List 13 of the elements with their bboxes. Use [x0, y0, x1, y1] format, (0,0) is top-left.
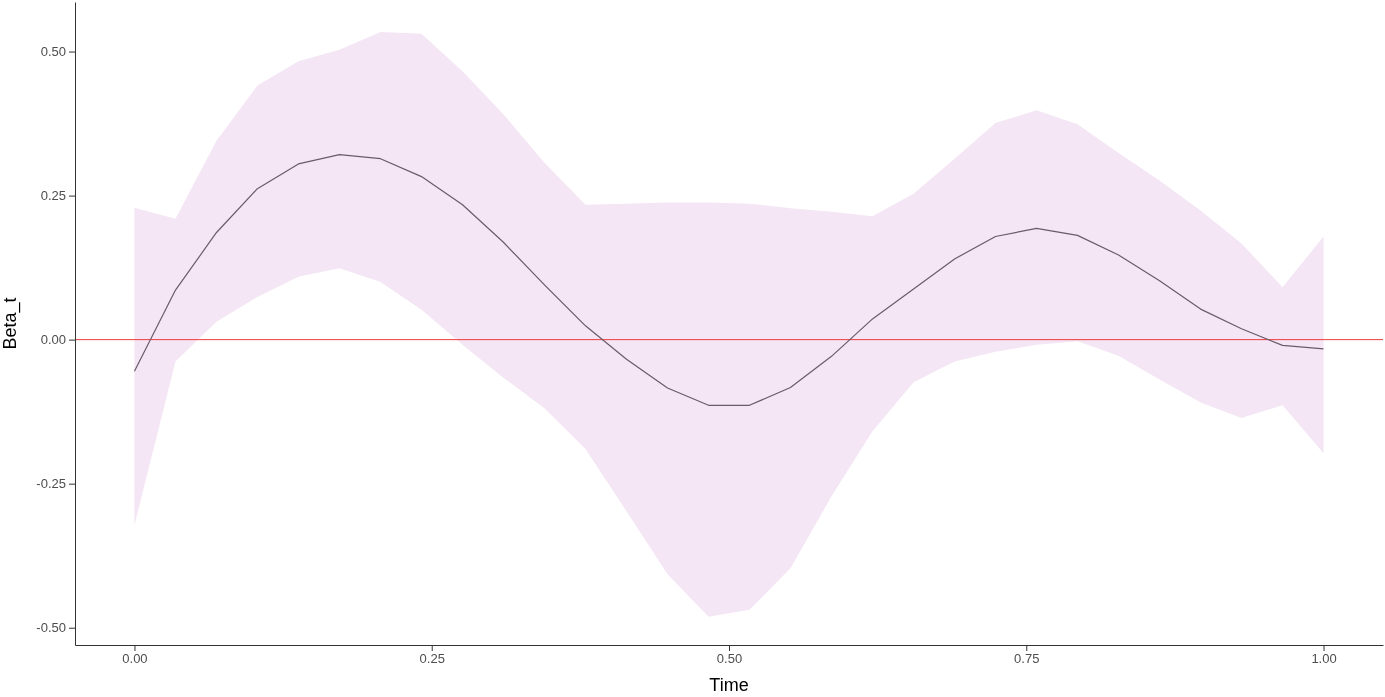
x-axis-title: Time — [709, 675, 749, 695]
x-tick-label: 0.75 — [1014, 651, 1040, 667]
x-tick-label: 1.00 — [1311, 651, 1337, 667]
y-tick-label: -0.25 — [36, 476, 66, 492]
y-tick-label: 0.50 — [40, 44, 66, 60]
line-series — [133, 154, 1325, 406]
y-tick-label: 0.00 — [40, 332, 66, 348]
y-tick-label: 0.25 — [40, 188, 66, 204]
x-tick-label: 0.00 — [122, 651, 148, 667]
x-tick-label: 0.25 — [419, 651, 445, 667]
x-tick-label: 0.50 — [716, 651, 743, 667]
y-axis-title: Beta_t — [0, 297, 21, 350]
y-tick-label: -0.50 — [36, 620, 66, 636]
